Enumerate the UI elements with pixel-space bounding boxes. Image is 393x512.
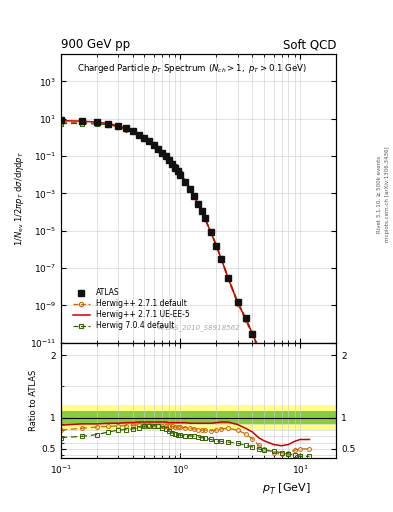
Bar: [259, 405, 264, 430]
Bar: [172, 405, 175, 430]
Bar: [162, 405, 165, 430]
Bar: [82, 411, 97, 424]
Bar: [252, 405, 259, 430]
Bar: [169, 411, 172, 424]
Bar: [259, 411, 264, 424]
Bar: [217, 405, 221, 430]
Bar: [281, 411, 288, 424]
Bar: [217, 411, 221, 424]
Bar: [274, 411, 281, 424]
Bar: [310, 411, 336, 424]
Bar: [158, 405, 162, 430]
Bar: [158, 411, 162, 424]
Bar: [178, 411, 180, 424]
Bar: [133, 411, 139, 424]
X-axis label: $p_T^{}$ [GeV]: $p_T^{}$ [GeV]: [262, 481, 311, 496]
Bar: [175, 411, 178, 424]
Bar: [300, 405, 310, 430]
Text: Charged Particle $p_T$ Spectrum ($N_{ch} > 1,\ p_T > 0.1$ GeV): Charged Particle $p_T$ Spectrum ($N_{ch}…: [77, 62, 308, 75]
Bar: [194, 411, 198, 424]
Bar: [300, 411, 310, 424]
Bar: [180, 405, 185, 430]
Bar: [202, 411, 205, 424]
Bar: [221, 411, 228, 424]
Bar: [202, 405, 205, 430]
Bar: [139, 411, 145, 424]
Bar: [126, 405, 133, 430]
Bar: [185, 411, 190, 424]
Bar: [172, 411, 175, 424]
Bar: [97, 405, 108, 430]
Bar: [169, 405, 172, 430]
Text: Soft QCD: Soft QCD: [283, 38, 336, 51]
Bar: [154, 405, 158, 430]
Bar: [211, 405, 217, 430]
Bar: [288, 411, 295, 424]
Bar: [310, 405, 336, 430]
Bar: [165, 411, 169, 424]
Bar: [126, 411, 133, 424]
Bar: [190, 405, 194, 430]
Bar: [149, 411, 154, 424]
Bar: [61, 411, 82, 424]
Bar: [145, 411, 149, 424]
Bar: [190, 411, 194, 424]
Bar: [194, 405, 198, 430]
Bar: [205, 405, 211, 430]
Bar: [133, 405, 139, 430]
Text: 900 GeV pp: 900 GeV pp: [61, 38, 130, 51]
Bar: [82, 405, 97, 430]
Legend: ATLAS, Herwig++ 2.7.1 default, Herwig++ 2.7.1 UE-EE-5, Herwig 7.0.4 default: ATLAS, Herwig++ 2.7.1 default, Herwig++ …: [73, 288, 190, 330]
Bar: [228, 411, 237, 424]
Bar: [252, 411, 259, 424]
Text: mcplots.cern.ch [arXiv:1306.3436]: mcplots.cern.ch [arXiv:1306.3436]: [385, 147, 389, 242]
Text: Rivet 3.1.10, ≥ 500k events: Rivet 3.1.10, ≥ 500k events: [377, 156, 382, 233]
Bar: [108, 411, 118, 424]
Bar: [162, 411, 165, 424]
Bar: [274, 405, 281, 430]
Bar: [180, 411, 185, 424]
Bar: [139, 405, 145, 430]
Bar: [185, 405, 190, 430]
Bar: [246, 405, 252, 430]
Bar: [211, 411, 217, 424]
Bar: [198, 411, 202, 424]
Bar: [198, 405, 202, 430]
Bar: [175, 405, 178, 430]
Bar: [288, 405, 295, 430]
Bar: [295, 405, 300, 430]
Text: ATLAS_2010_S8918562: ATLAS_2010_S8918562: [157, 325, 240, 331]
Bar: [178, 405, 180, 430]
Bar: [237, 405, 246, 430]
Bar: [118, 405, 126, 430]
Bar: [237, 411, 246, 424]
Y-axis label: Ratio to ATLAS: Ratio to ATLAS: [29, 370, 37, 431]
Bar: [295, 411, 300, 424]
Y-axis label: $1/N_{\rm ev}\ 1/2\pi p_T\ \mathrm{d}\sigma/\mathrm{d}\eta\mathrm{d}p_T$: $1/N_{\rm ev}\ 1/2\pi p_T\ \mathrm{d}\si…: [13, 151, 26, 246]
Bar: [108, 405, 118, 430]
Bar: [61, 405, 82, 430]
Bar: [145, 405, 149, 430]
Bar: [118, 411, 126, 424]
Bar: [246, 411, 252, 424]
Bar: [281, 405, 288, 430]
Bar: [264, 405, 274, 430]
Bar: [264, 411, 274, 424]
Bar: [97, 411, 108, 424]
Bar: [228, 405, 237, 430]
Bar: [165, 405, 169, 430]
Bar: [221, 405, 228, 430]
Bar: [149, 405, 154, 430]
Bar: [154, 411, 158, 424]
Bar: [205, 411, 211, 424]
